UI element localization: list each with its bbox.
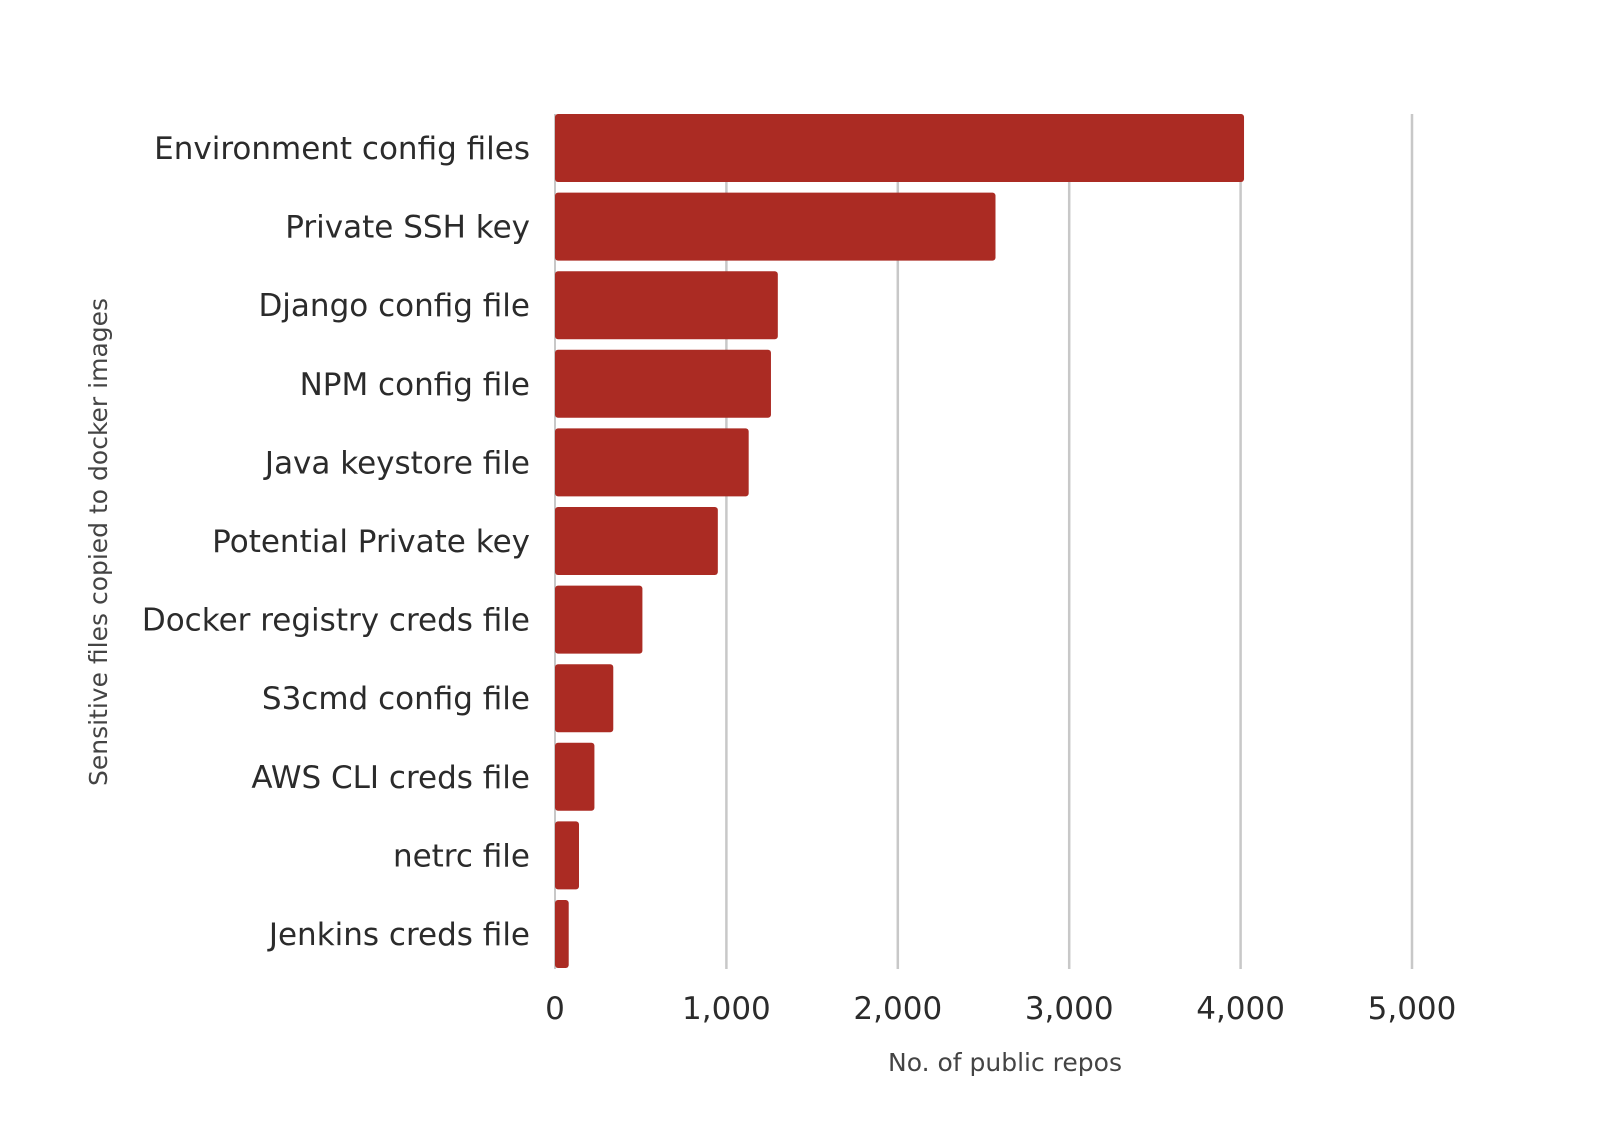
x-tick-label-4000: 4,000 [1196, 991, 1285, 1027]
x-tick-labels: 0 1,000 2,000 3,000 4,000 5,000 [545, 991, 1456, 1027]
category-label-django-config-file: Django config file [258, 288, 530, 324]
category-labels: Environment config files Private SSH key D… [142, 131, 530, 953]
category-label-aws-cli-creds-file: AWS CLI creds file [251, 760, 530, 796]
bar-django-config-file [555, 271, 778, 340]
category-label-private-ssh-key: Private SSH key [285, 210, 530, 246]
bar-netrc-file [555, 821, 579, 890]
category-label-s3cmd-config-file: S3cmd config file [262, 681, 530, 717]
category-label-java-keystore-file: Java keystore file [263, 445, 530, 481]
bars [555, 114, 1245, 968]
bar-java-keystore-file [555, 428, 749, 497]
bar-docker-registry-creds-file [555, 585, 643, 654]
category-label-potential-private-key: Potential Private key [212, 524, 530, 560]
x-tick-label-5000: 5,000 [1368, 991, 1457, 1027]
bar-jenkins-creds-file [555, 900, 569, 968]
bar-private-ssh-key [555, 192, 996, 261]
x-tick-label-2000: 2,000 [853, 991, 942, 1027]
category-label-jenkins-creds-file: Jenkins creds file [267, 917, 530, 953]
x-axis-title: No. of public repos [888, 1048, 1122, 1077]
category-label-environment-config-files: Environment config files [154, 131, 530, 167]
category-label-netrc-file: netrc file [393, 838, 530, 874]
category-label-docker-registry-creds-file: Docker registry creds file [142, 603, 530, 639]
x-tick-label-1000: 1,000 [682, 991, 771, 1027]
bar-potential-private-key [555, 507, 718, 575]
bar-s3cmd-config-file [555, 664, 614, 733]
bar-aws-cli-creds-file [555, 742, 595, 811]
category-label-npm-config-file: NPM config file [300, 367, 530, 403]
x-tick-label-3000: 3,000 [1025, 991, 1114, 1027]
x-tick-label-0: 0 [545, 991, 565, 1027]
y-axis-title: Sensitive files copied to docker images [84, 298, 113, 786]
bar-npm-config-file [555, 349, 771, 418]
bar-environment-config-files [555, 114, 1245, 182]
